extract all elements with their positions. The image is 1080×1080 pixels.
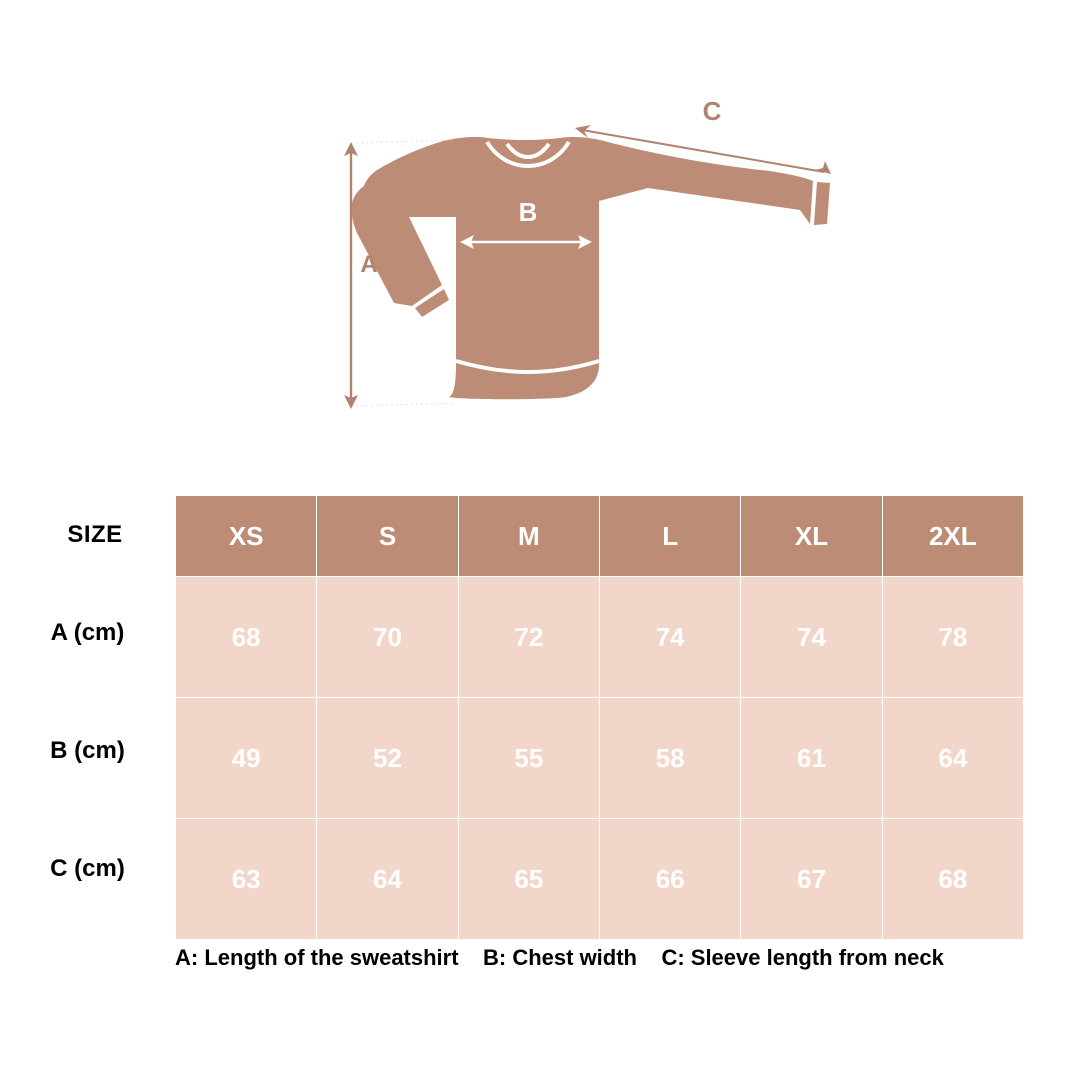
svg-text:C: C — [703, 96, 722, 126]
svg-text:A: A — [360, 251, 377, 278]
svg-text:B: B — [519, 197, 538, 227]
